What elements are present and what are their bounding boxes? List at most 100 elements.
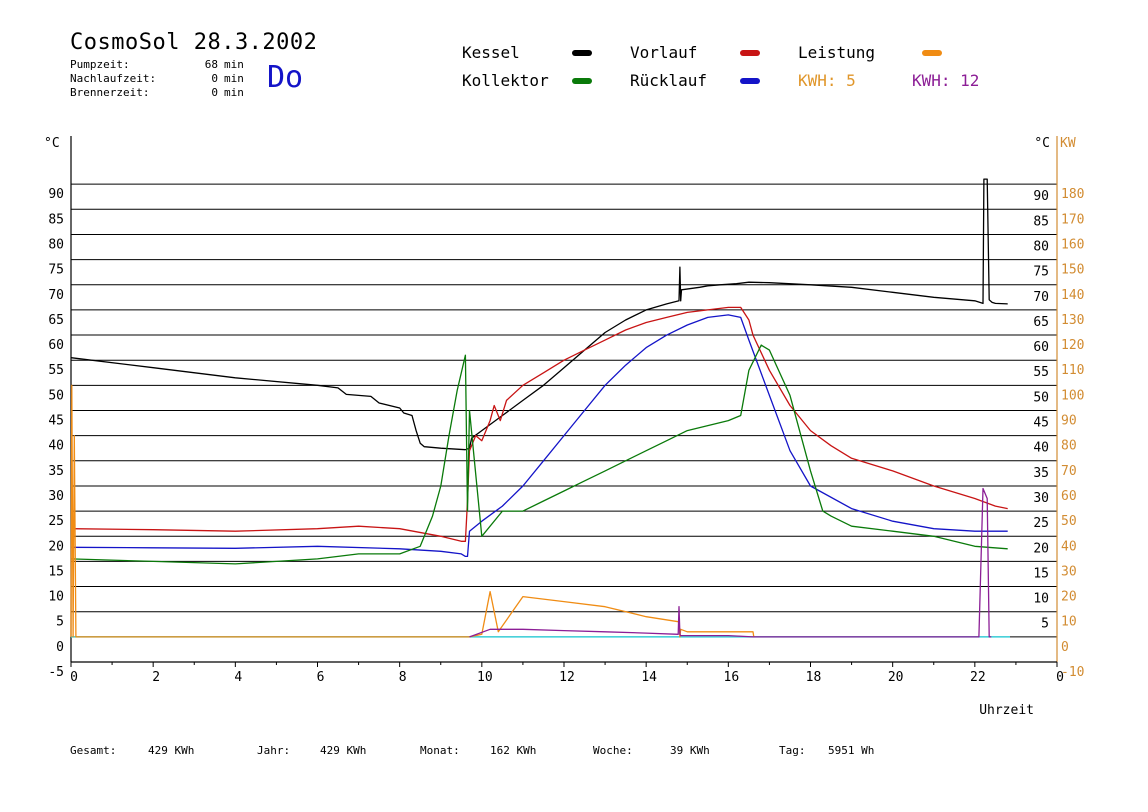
x-tick-label: 0	[70, 670, 78, 685]
footer-gesamt-value: 429 KWh	[148, 744, 195, 757]
x-tick-label: 0	[1056, 670, 1064, 685]
y-tick-label-right-c: 65	[1033, 315, 1049, 330]
y-axis-label-right-kw: KW	[1060, 136, 1076, 151]
footer-gesamt-label: Gesamt:	[70, 744, 117, 757]
legend-kwh-purple: KWH: 12	[912, 71, 980, 90]
y-tick-label-left: 15	[48, 564, 64, 579]
legend-kessel-swatch	[572, 50, 592, 56]
x-axis-label: Uhrzeit	[979, 703, 1034, 718]
y-tick-label-right-kw: 30	[1061, 564, 1077, 579]
x-tick-label: 8	[399, 670, 407, 685]
y-tick-label-left: 20	[48, 539, 64, 554]
info-brennerzeit: Brennerzeit: 0 min	[70, 86, 244, 99]
y-tick-label-right-c: 5	[1041, 617, 1049, 632]
y-tick-label-right-c: 80	[1033, 239, 1049, 254]
info-value: 0	[211, 72, 218, 85]
x-tick-label: 12	[559, 670, 575, 685]
x-tick-label: 10	[477, 670, 493, 685]
legend-ruecklauf-label: Rücklauf	[630, 71, 708, 90]
y-tick-label-left: 40	[48, 439, 64, 454]
x-tick-label: 20	[888, 670, 904, 685]
footer-monat-value: 162 KWh	[490, 744, 537, 757]
legend-vorlauf-label: Vorlauf	[630, 43, 698, 62]
x-tick-label: 4	[234, 670, 242, 685]
x-tick-label: 18	[806, 670, 822, 685]
y-tick-label-right-c: 85	[1033, 214, 1049, 229]
y-tick-label-right-kw: 140	[1061, 288, 1084, 303]
info-unit: min	[224, 58, 244, 71]
y-tick-label-right-c: 10	[1033, 592, 1049, 607]
y-tick-label-right-c: 30	[1033, 491, 1049, 506]
y-tick-label-left: 5	[56, 615, 64, 630]
y-tick-label-right-kw: 120	[1061, 338, 1084, 353]
footer-woche-label: Woche:	[593, 744, 633, 757]
y-tick-label-right-kw: 0	[1061, 640, 1069, 655]
footer-monat-label: Monat:	[420, 744, 460, 757]
legend-kwh-orange: KWH: 5	[798, 71, 856, 90]
y-tick-label-right-c: 50	[1033, 390, 1049, 405]
info-label: Brennerzeit:	[70, 86, 150, 99]
y-tick-label-right-kw: -10	[1061, 665, 1084, 680]
y-tick-label-right-kw: 60	[1061, 489, 1077, 504]
y-tick-label-left: 90	[48, 187, 64, 202]
x-tick-label: 22	[970, 670, 986, 685]
y-axis-label-right-c: °C	[1034, 136, 1050, 151]
y-tick-label-left: -5	[48, 665, 64, 680]
y-tick-label-left: 50	[48, 388, 64, 403]
info-label: Nachlaufzeit:	[70, 72, 157, 85]
series-line-ruecklauf	[70, 314, 1008, 558]
y-tick-label-right-c: 25	[1033, 516, 1049, 531]
y-tick-label-right-c: 55	[1033, 365, 1049, 380]
y-tick-label-right-c: 70	[1033, 290, 1049, 305]
y-tick-label-left: 75	[48, 263, 64, 278]
legend-leistung-label: Leistung	[798, 43, 876, 62]
series-line-vorlauf	[70, 306, 1008, 542]
page-title: CosmoSol 28.3.2002	[70, 30, 318, 55]
y-tick-label-left: 30	[48, 489, 64, 504]
y-tick-label-left: 70	[48, 288, 64, 303]
footer-tag-label: Tag:	[779, 744, 806, 757]
info-label: Pumpzeit:	[70, 58, 130, 71]
y-tick-label-right-kw: 130	[1061, 313, 1084, 328]
legend-kollektor-swatch	[572, 78, 592, 84]
legend-vorlauf-swatch	[740, 50, 760, 56]
info-pumpzeit: Pumpzeit: 68 min	[70, 58, 244, 71]
info-value: 0	[211, 86, 218, 99]
y-tick-label-right-c: 40	[1033, 441, 1049, 456]
legend-ruecklauf-swatch	[740, 78, 760, 84]
footer-jahr-value: 429 KWh	[320, 744, 367, 757]
footer-woche-value: 39 KWh	[670, 744, 710, 757]
y-tick-label-left: 35	[48, 464, 64, 479]
footer-tag-value: 5951 Wh	[828, 744, 875, 757]
y-tick-label-left: 65	[48, 313, 64, 328]
info-unit: min	[224, 72, 244, 85]
x-tick-label: 6	[317, 670, 325, 685]
y-tick-label-right-kw: 100	[1061, 388, 1084, 403]
y-tick-label-right-kw: 50	[1061, 514, 1077, 529]
x-tick-label: 2	[152, 670, 160, 685]
legend-kessel-label: Kessel	[462, 43, 520, 62]
info-unit: min	[224, 86, 244, 99]
series-line-purple	[469, 487, 992, 638]
y-tick-label-left: 85	[48, 212, 64, 227]
y-tick-label-right-kw: 90	[1061, 414, 1077, 429]
y-tick-label-left: 45	[48, 414, 64, 429]
y-tick-label-left: 25	[48, 514, 64, 529]
y-tick-label-right-c: 90	[1033, 189, 1049, 204]
y-tick-label-right-c: 20	[1033, 541, 1049, 556]
legend-leistung-swatch	[922, 50, 942, 56]
y-tick-label-left: 60	[48, 338, 64, 353]
y-tick-label-left: 55	[48, 363, 64, 378]
y-tick-label-right-kw: 80	[1061, 439, 1077, 454]
y-tick-label-right-kw: 20	[1061, 590, 1077, 605]
y-tick-label-right-kw: 40	[1061, 539, 1077, 554]
x-tick-label: 14	[641, 670, 657, 685]
y-tick-label-right-c: 75	[1033, 265, 1049, 280]
info-value: 68	[204, 58, 218, 71]
y-axis-label-left: °C	[44, 136, 60, 151]
x-tick-label: 16	[724, 670, 740, 685]
y-tick-label-right-kw: 170	[1061, 212, 1084, 227]
y-tick-label-right-kw: 70	[1061, 464, 1077, 479]
y-tick-label-right-c: 60	[1033, 340, 1049, 355]
y-tick-label-right-c: 45	[1033, 416, 1049, 431]
